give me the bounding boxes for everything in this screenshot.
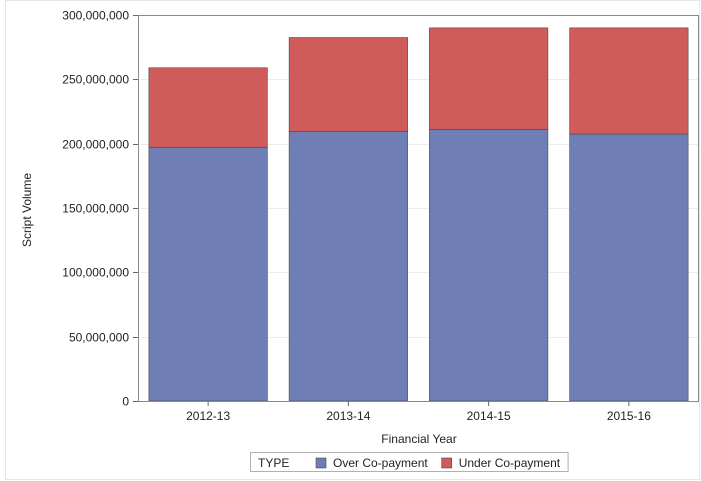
x-tick-label: 2014-15 — [467, 409, 511, 423]
bars — [148, 27, 689, 402]
x-tick-label: 2013-14 — [326, 409, 370, 423]
x-axis: 2012-13 2013-14 2014-15 2015-16 — [186, 401, 651, 423]
x-axis-title: Financial Year — [381, 432, 456, 446]
legend-label: Under Co-payment — [459, 456, 561, 470]
legend-label: Over Co-payment — [333, 456, 428, 470]
legend: TYPE Over Co-payment Under Co-payment — [250, 452, 569, 472]
bar-segment — [148, 147, 268, 402]
bar-segment — [288, 37, 408, 132]
x-tick-label: 2012-13 — [186, 409, 230, 423]
bar-segment — [429, 27, 549, 130]
plot-area-frame — [138, 15, 699, 402]
y-tick-label: 150,000,000 — [62, 202, 129, 216]
bar-segment — [148, 67, 268, 148]
legend-frame — [250, 452, 569, 472]
y-tick-label: 50,000,000 — [69, 331, 129, 345]
legend-swatch — [441, 457, 453, 469]
y-tick-label: 250,000,000 — [62, 73, 129, 87]
legend-title: TYPE — [258, 456, 289, 470]
legend-swatch — [315, 457, 327, 469]
y-axis-title: Script Volume — [20, 173, 34, 247]
x-tick-label: 2015-16 — [607, 409, 651, 423]
y-axis: 0 50,000,000 100,000,000 150,000,000 200,000… — [62, 9, 138, 409]
outer-frame — [5, 0, 700, 480]
bar-segment — [569, 133, 689, 402]
bar-segment — [429, 129, 549, 402]
y-tick-label: 100,000,000 — [62, 266, 129, 280]
bar-segment — [569, 27, 689, 135]
bar-segment — [288, 131, 408, 402]
y-tick-label: 0 — [122, 395, 129, 409]
y-tick-label: 300,000,000 — [62, 9, 129, 23]
y-tick-label: 200,000,000 — [62, 138, 129, 152]
